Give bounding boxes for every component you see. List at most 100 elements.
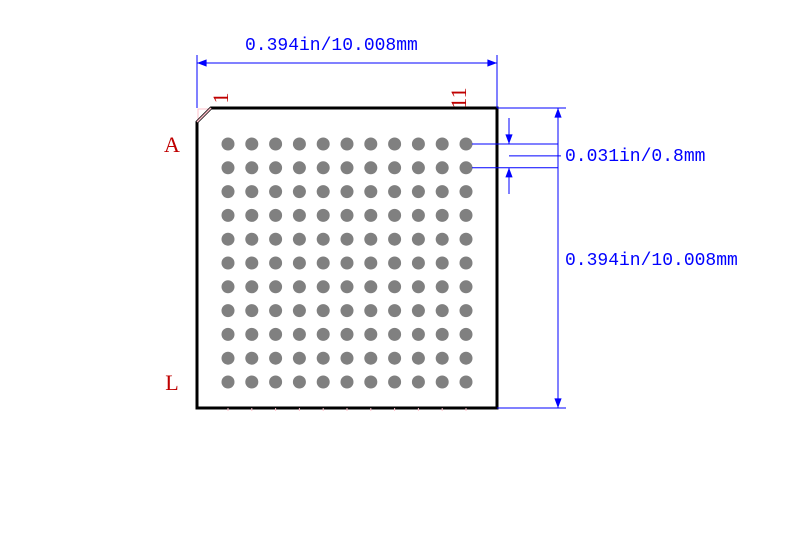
pad [460,161,473,174]
pad [388,328,401,341]
pad [388,161,401,174]
pad [460,209,473,222]
pad [269,280,282,293]
pad [412,328,425,341]
pad [293,280,306,293]
pad [317,138,330,151]
pad [460,376,473,389]
pad [222,352,235,365]
pad [341,352,354,365]
pad [436,209,449,222]
pad [436,352,449,365]
pad [222,376,235,389]
pad [436,138,449,151]
pad [317,233,330,246]
pad [293,352,306,365]
pad [364,280,377,293]
pad [293,161,306,174]
pad [388,209,401,222]
pad [222,280,235,293]
pad [364,185,377,198]
pad [245,280,258,293]
dim-height: 0.394in/10.008mm [565,251,738,271]
pad [341,185,354,198]
pad [412,376,425,389]
pad [436,257,449,270]
pad [245,209,258,222]
pad [293,376,306,389]
pad [269,257,282,270]
pad [293,304,306,317]
pad [317,352,330,365]
pad [412,138,425,151]
pad [269,233,282,246]
pad [436,376,449,389]
pad [364,138,377,151]
pad [245,304,258,317]
dim-width: 0.394in/10.008mm [245,36,418,56]
pad [364,257,377,270]
pad [245,257,258,270]
pad [412,304,425,317]
pad [341,161,354,174]
pad [317,209,330,222]
pad [388,280,401,293]
pad [245,328,258,341]
pad [341,233,354,246]
pad [293,328,306,341]
pad [412,352,425,365]
pad [269,304,282,317]
pad [460,280,473,293]
pad [412,185,425,198]
pad [388,352,401,365]
pad [245,352,258,365]
pad [436,280,449,293]
pad [293,209,306,222]
pad [412,280,425,293]
pad [222,233,235,246]
pad [460,257,473,270]
pad [222,328,235,341]
pad [412,161,425,174]
pad [317,257,330,270]
pad [364,233,377,246]
pad [341,138,354,151]
pad [293,138,306,151]
pad [460,185,473,198]
pad [269,138,282,151]
pad [341,257,354,270]
pad [364,209,377,222]
pad [269,328,282,341]
pad [388,376,401,389]
pad [341,328,354,341]
pad [269,352,282,365]
pad [341,304,354,317]
pad [388,138,401,151]
pad [222,185,235,198]
pad [412,209,425,222]
pad [364,376,377,389]
pad [388,233,401,246]
pad [317,328,330,341]
pad [436,233,449,246]
pad [317,304,330,317]
pad [341,209,354,222]
pad [317,280,330,293]
pad [317,376,330,389]
pad [222,161,235,174]
pad [412,233,425,246]
pad [269,376,282,389]
pad [436,328,449,341]
col-label-first: 1 [208,93,233,104]
pad [364,352,377,365]
pad [364,304,377,317]
pad [364,328,377,341]
pad [245,138,258,151]
pad [317,161,330,174]
pad [245,233,258,246]
pad [436,185,449,198]
pad [460,328,473,341]
pad [222,257,235,270]
row-label-last: L [165,370,178,395]
pad [460,138,473,151]
